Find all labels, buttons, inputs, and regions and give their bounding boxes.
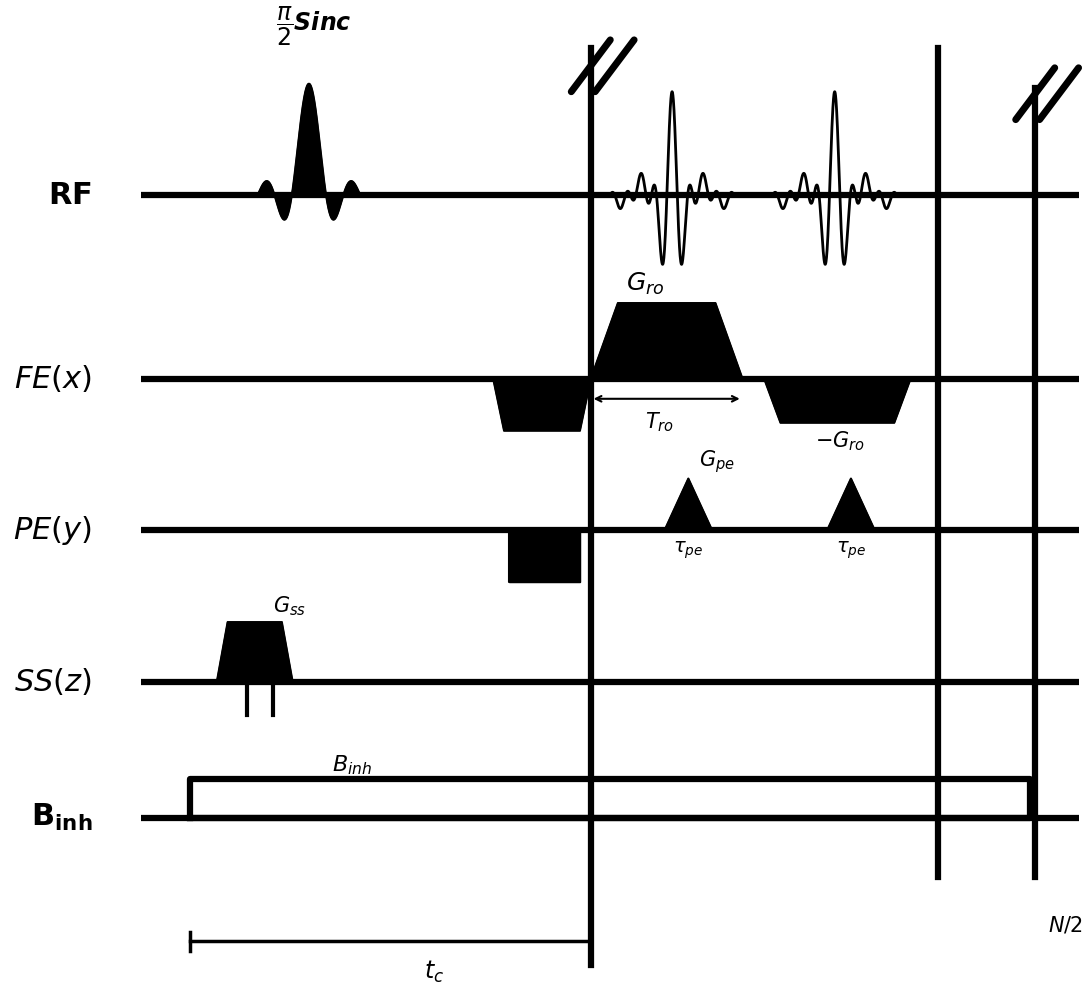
Text: $\mathbf{RF}$: $\mathbf{RF}$	[49, 181, 92, 210]
Text: $\mathbf{\mathit{PE(y)}}$: $\mathbf{\mathit{PE(y)}}$	[13, 514, 92, 547]
Text: $\dfrac{\pi}{2}$Sinc: $\dfrac{\pi}{2}$Sinc	[276, 5, 352, 47]
Polygon shape	[664, 479, 712, 530]
Text: $-G_{ro}$: $-G_{ro}$	[815, 429, 865, 453]
Text: $\tau_{pe}$: $\tau_{pe}$	[836, 540, 866, 562]
Polygon shape	[764, 379, 911, 422]
Text: $\mathbf{\mathit{FE(x)}}$: $\mathbf{\mathit{FE(x)}}$	[14, 363, 92, 395]
Text: $T_{ro}$: $T_{ro}$	[645, 410, 674, 434]
Text: $G_{pe}$: $G_{pe}$	[699, 448, 735, 475]
Text: $\mathbf{B_{inh}}$: $\mathbf{B_{inh}}$	[30, 802, 92, 833]
Polygon shape	[591, 303, 743, 379]
Text: $G_{ss}$: $G_{ss}$	[273, 594, 307, 618]
Polygon shape	[493, 379, 591, 430]
Text: $\tau_{pe}$: $\tau_{pe}$	[673, 540, 704, 562]
Text: $t_c$: $t_c$	[424, 958, 443, 985]
Polygon shape	[827, 479, 875, 530]
Text: $G_{ro}$: $G_{ro}$	[625, 271, 664, 297]
Text: $\mathbf{\mathit{SS(z)}}$: $\mathbf{\mathit{SS(z)}}$	[14, 667, 92, 697]
Text: $B_{inh}$: $B_{inh}$	[332, 754, 373, 776]
Polygon shape	[509, 530, 580, 583]
Text: $N/2$: $N/2$	[1048, 915, 1083, 936]
Polygon shape	[217, 622, 293, 682]
